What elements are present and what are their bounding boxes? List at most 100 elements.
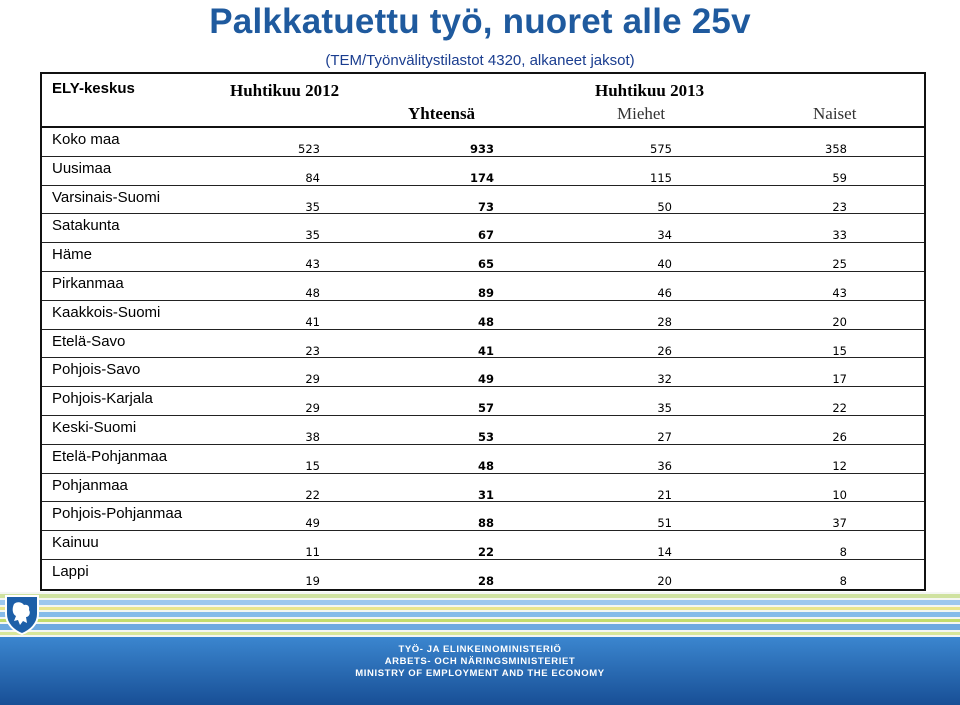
stripe-yellow bbox=[0, 607, 960, 610]
value-men: 36 bbox=[657, 458, 672, 473]
region-name: Satakunta bbox=[52, 217, 120, 235]
page-title: Palkkatuettu työ, nuoret alle 25v bbox=[209, 2, 751, 41]
value-2012: 43 bbox=[305, 257, 320, 272]
stripe-green bbox=[0, 619, 960, 622]
value-men: 115 bbox=[650, 170, 672, 185]
value-total: 73 bbox=[477, 199, 494, 214]
table-row: Pohjois-Pohjanmaa 49 88 51 37 bbox=[42, 502, 924, 532]
value-men: 28 bbox=[657, 314, 672, 329]
value-women: 22 bbox=[832, 401, 847, 416]
footer-blue-band bbox=[0, 637, 960, 705]
value-total: 933 bbox=[469, 142, 494, 156]
region-name: Kainuu bbox=[52, 534, 99, 552]
value-2012: 11 bbox=[305, 545, 320, 560]
lion-coat-of-arms-icon bbox=[5, 595, 39, 636]
value-2012: 29 bbox=[305, 372, 320, 387]
value-total: 88 bbox=[477, 516, 494, 531]
value-2012: 35 bbox=[305, 199, 320, 214]
value-men: 50 bbox=[657, 199, 672, 214]
value-2012: 48 bbox=[305, 285, 320, 300]
value-women: 20 bbox=[832, 314, 847, 329]
page-subtitle: (TEM/Työnvälitystilastot 4320, alkaneet … bbox=[325, 52, 635, 69]
header-region: ELY-keskus bbox=[52, 80, 135, 97]
value-2012: 19 bbox=[305, 573, 320, 588]
value-women: 23 bbox=[832, 199, 847, 214]
stripe-blue bbox=[0, 600, 960, 605]
stripe-blue bbox=[0, 624, 960, 630]
value-total: 41 bbox=[477, 343, 494, 358]
value-men: 40 bbox=[657, 257, 672, 272]
value-total: 65 bbox=[477, 257, 494, 272]
ministry-name-swedish: ARBETS- OCH NÄRINGSMINISTERIET bbox=[384, 656, 576, 667]
region-name: Pirkanmaa bbox=[52, 274, 124, 292]
value-total: 48 bbox=[477, 458, 494, 473]
region-name: Pohjanmaa bbox=[52, 476, 128, 494]
value-men: 20 bbox=[657, 573, 672, 588]
region-name: Keski-Suomi bbox=[52, 418, 137, 436]
stripe-green bbox=[0, 632, 960, 635]
value-2012: 41 bbox=[305, 314, 320, 329]
region-name: Kaakkois-Suomi bbox=[52, 303, 161, 321]
value-women: 17 bbox=[832, 372, 847, 387]
region-name: Häme bbox=[52, 246, 93, 264]
table-row: Pohjois-Karjala 29 57 35 22 bbox=[42, 387, 924, 416]
value-total: 89 bbox=[477, 285, 494, 300]
value-total: 174 bbox=[469, 170, 494, 185]
value-men: 46 bbox=[657, 285, 672, 300]
value-women: 10 bbox=[832, 487, 847, 502]
ministry-name-english: MINISTRY OF EMPLOYMENT AND THE ECONOMY bbox=[355, 668, 605, 679]
value-men: 35 bbox=[657, 401, 672, 416]
value-women: 12 bbox=[832, 458, 847, 473]
value-2012: 49 bbox=[305, 516, 320, 531]
header-total: Yhteensä bbox=[408, 104, 476, 123]
table-row: Kainuu 11 22 14 8 bbox=[42, 531, 924, 560]
region-name: Uusimaa bbox=[52, 159, 112, 177]
value-men: 32 bbox=[657, 372, 672, 387]
value-men: 575 bbox=[650, 142, 672, 156]
table-row: Häme 43 65 40 25 bbox=[42, 243, 924, 272]
region-name: Koko maa bbox=[52, 131, 120, 148]
region-name: Etelä-Pohjanmaa bbox=[52, 447, 168, 465]
value-total: 48 bbox=[477, 314, 494, 329]
table-row: Koko maa 523 933 575 358 bbox=[42, 128, 924, 157]
value-women: 37 bbox=[832, 516, 847, 531]
region-name: Pohjois-Savo bbox=[52, 361, 141, 379]
value-women: 59 bbox=[832, 170, 847, 185]
value-women: 43 bbox=[832, 285, 847, 300]
value-total: 49 bbox=[477, 372, 494, 387]
table-header: ELY-keskus Huhtikuu 2012 Huhtikuu 2013 Y… bbox=[42, 74, 924, 128]
value-total: 22 bbox=[477, 545, 494, 560]
value-total: 53 bbox=[477, 429, 494, 444]
table-row: Kaakkois-Suomi 41 48 28 20 bbox=[42, 301, 924, 330]
table-row: Keski-Suomi 38 53 27 26 bbox=[42, 416, 924, 445]
stripe-green bbox=[0, 594, 960, 598]
value-men: 27 bbox=[657, 429, 672, 444]
statistics-table: ELY-keskus Huhtikuu 2012 Huhtikuu 2013 Y… bbox=[40, 72, 926, 591]
value-2012: 84 bbox=[305, 170, 320, 185]
table-row: Pohjois-Savo 29 49 32 17 bbox=[42, 358, 924, 388]
value-men: 34 bbox=[657, 228, 672, 243]
table-body: Koko maa 523 933 575 358 Uusimaa 84 174 … bbox=[42, 128, 924, 589]
value-women: 8 bbox=[839, 545, 847, 560]
header-women: Naiset bbox=[813, 104, 857, 123]
region-name: Etelä-Savo bbox=[52, 332, 126, 350]
value-women: 25 bbox=[832, 257, 847, 272]
ministry-footer: TYÖ- JA ELINKEINOMINISTERIÖ ARBETS- OCH … bbox=[0, 592, 960, 705]
value-men: 26 bbox=[657, 343, 672, 358]
region-name: Pohjois-Pohjanmaa bbox=[52, 505, 183, 523]
value-women: 15 bbox=[832, 343, 847, 358]
value-total: 57 bbox=[477, 401, 494, 416]
ministry-name-finnish: TYÖ- JA ELINKEINOMINISTERIÖ bbox=[398, 644, 562, 655]
value-2012: 523 bbox=[298, 142, 320, 156]
value-2012: 38 bbox=[305, 429, 320, 444]
table-row: Pohjanmaa 22 31 21 10 bbox=[42, 474, 924, 503]
header-april-2012: Huhtikuu 2012 bbox=[230, 81, 340, 100]
value-women: 26 bbox=[832, 429, 847, 444]
value-women: 8 bbox=[839, 573, 847, 588]
value-2012: 22 bbox=[305, 487, 320, 502]
value-women: 358 bbox=[825, 142, 847, 156]
table-row: Pirkanmaa 48 89 46 43 bbox=[42, 272, 924, 301]
table-row: Etelä-Pohjanmaa 15 48 36 12 bbox=[42, 445, 924, 474]
value-total: 28 bbox=[477, 573, 494, 588]
value-2012: 23 bbox=[305, 343, 320, 358]
